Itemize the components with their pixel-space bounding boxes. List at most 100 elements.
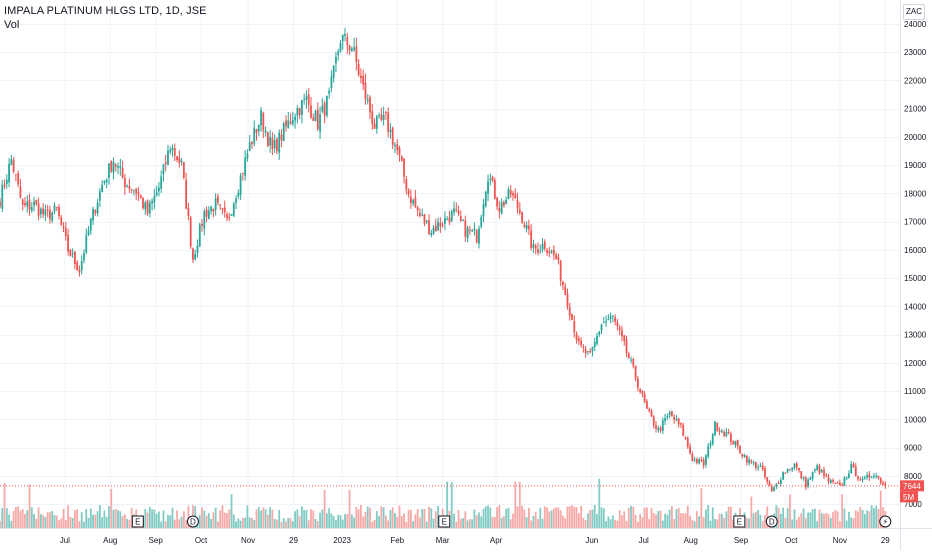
candle-body [46, 209, 49, 211]
candle-body [650, 410, 653, 417]
candle-body [210, 206, 213, 211]
candle-body [321, 105, 324, 112]
earnings-event-marker[interactable]: E [733, 515, 746, 528]
legend-volume-label[interactable]: Vol [4, 19, 20, 31]
candle-body [19, 186, 22, 198]
candle-body [611, 315, 614, 317]
candle-body [239, 175, 242, 195]
candle-body [167, 150, 169, 165]
candle-body [475, 230, 478, 243]
candle-body [428, 220, 430, 235]
volume-bar [303, 510, 306, 528]
volume-bar [8, 514, 10, 528]
candle-body [648, 409, 651, 411]
price-axis[interactable]: 24000 23000 22000 21000 20000 19000 18000 17000… [904, 20, 927, 509]
candle-body [784, 472, 787, 474]
candle-body [237, 192, 240, 197]
candle-body [144, 202, 147, 210]
volume-bar [312, 510, 315, 528]
volume-bar [532, 515, 535, 528]
candle-body [589, 350, 592, 353]
candle-body [537, 249, 539, 253]
candle-body [493, 180, 496, 199]
candle-body [532, 244, 535, 248]
earnings-event-marker[interactable]: E [131, 515, 144, 528]
event-markers[interactable]: E D E E D ⚡ [131, 515, 892, 528]
dividend-event-marker[interactable]: D [765, 515, 778, 528]
price-tick-label: 24000 [904, 20, 927, 29]
volume-bar [684, 513, 687, 528]
earnings-event-label: E [442, 518, 447, 527]
earnings-event-marker[interactable]: E [438, 515, 451, 528]
candle-body [777, 483, 780, 485]
volume-bar [630, 505, 632, 528]
volume-bar [37, 507, 40, 528]
volume-bar [291, 521, 294, 528]
candle-body [142, 197, 144, 209]
volume-bar [798, 516, 800, 528]
volume-bar [816, 521, 819, 528]
candle-body [87, 230, 90, 235]
volume-bar [428, 506, 430, 528]
volume-bar [357, 509, 360, 528]
candle-body [194, 253, 197, 260]
volume-bar [675, 509, 678, 528]
time-axis[interactable]: Jul Aug Sep Oct Nov 29 2023 Feb Mar Apr Jun Jul Aug S… [60, 536, 891, 545]
legend-symbol-title[interactable]: IMPALA PLATINUM HLGS LTD, 1D, JSE [4, 5, 207, 17]
candle-body [117, 165, 119, 168]
candle-body [509, 190, 512, 195]
candle-body [24, 203, 26, 205]
candle-body [189, 217, 192, 247]
volume-bar [530, 520, 533, 528]
volume-bar [205, 515, 208, 528]
candle-body [366, 99, 369, 102]
volume-bar [573, 506, 576, 528]
candle-body [641, 391, 644, 394]
time-tick-label: 29 [881, 536, 890, 545]
currency-badge[interactable]: ZAC [903, 4, 925, 20]
volume-bar [464, 511, 467, 528]
candle-body [607, 319, 610, 321]
candle-body [303, 98, 306, 100]
candle-body [298, 108, 301, 115]
candle-body [44, 209, 47, 216]
candle-body [473, 229, 476, 231]
candle-body [235, 198, 237, 203]
volume-bar [527, 507, 530, 528]
volume-bar [353, 517, 356, 528]
candle-body [827, 477, 830, 482]
candle-body [360, 75, 362, 79]
candle-body [85, 235, 88, 253]
candle-body [153, 195, 156, 203]
candle-body [462, 220, 464, 222]
candle-body [157, 187, 160, 192]
candle-body [1, 184, 4, 209]
volume-bar [294, 511, 296, 528]
split-event-marker[interactable]: ⚡ [879, 515, 892, 528]
candle-body [123, 177, 126, 188]
candle-body [834, 482, 837, 484]
volume-bar [804, 518, 807, 528]
volume-bar [328, 508, 331, 528]
volume-bar [757, 510, 760, 528]
volume-bar [870, 505, 873, 528]
volume-bar [112, 509, 115, 528]
time-tick-label: Feb [390, 536, 404, 545]
volume-bar [562, 515, 564, 528]
volume-bar [555, 507, 558, 528]
volume-bar [49, 512, 51, 528]
volume-bar [625, 520, 628, 528]
volume-bar [230, 494, 233, 528]
dividend-event-marker[interactable]: D [186, 515, 199, 528]
volume-bar [552, 508, 555, 528]
price-tick-label: 12000 [904, 359, 927, 368]
volume-bar [344, 514, 346, 528]
volume-bar [10, 520, 13, 528]
candle-body [503, 202, 505, 206]
volume-bar [362, 516, 365, 528]
volume-bar [525, 517, 528, 528]
volume-bar [55, 515, 58, 528]
time-tick-label: Jul [60, 536, 70, 545]
